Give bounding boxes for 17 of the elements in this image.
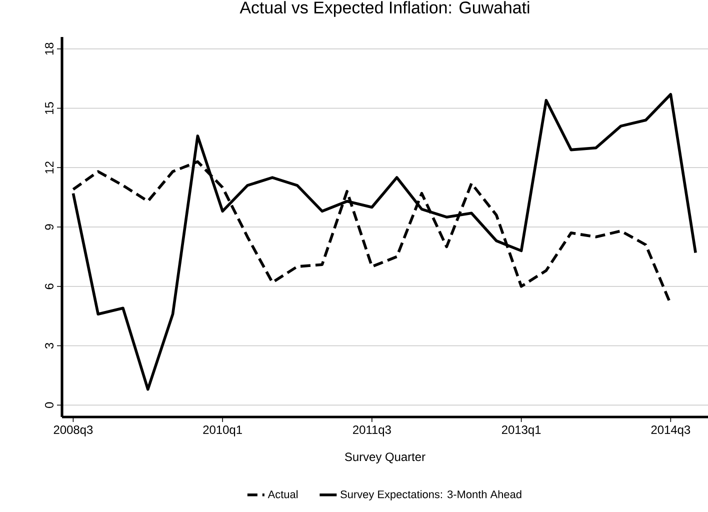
y-tick-label: 6 [45, 284, 54, 290]
y-tick-label: 12 [45, 162, 54, 174]
x-tick-label: 2014q3 [651, 426, 690, 436]
legend-label: Actual [268, 490, 298, 498]
chart-title: Actual vs Expected Inflation: Guwahati [240, 1, 530, 17]
x-axis-title: Survey Quarter [345, 452, 426, 464]
y-tick-label: 15 [45, 102, 54, 114]
y-tick-label: 18 [45, 42, 54, 55]
legend-label: Survey Expectations: 3-Month Ahead [340, 490, 522, 500]
x-tick-label: 2011q3 [353, 426, 391, 436]
y-tick-label: 0 [45, 402, 54, 408]
y-tick-label: 9 [45, 224, 54, 230]
x-tick-label: 2008q3 [54, 426, 93, 436]
line-series [72, 92, 697, 391]
x-tick-label: 2013q1 [502, 426, 541, 436]
y-tick-label: 3 [45, 342, 54, 349]
x-tick-label: 2010q1 [203, 426, 242, 436]
